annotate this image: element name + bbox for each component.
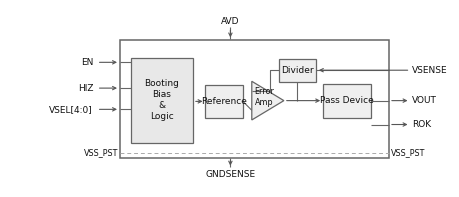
Text: Reference: Reference (201, 97, 246, 106)
Text: VSENSE: VSENSE (411, 66, 447, 75)
Bar (278, 59, 315, 82)
Bar (205, 85, 242, 118)
Text: Booting
Bias
&
Logic: Booting Bias & Logic (144, 79, 179, 121)
Text: Pass Device: Pass Device (319, 96, 373, 105)
Text: EN: EN (81, 58, 93, 67)
Text: VSS_PST: VSS_PST (84, 148, 118, 157)
Bar (120, 40, 388, 158)
Text: Error
Amp: Error Amp (253, 87, 273, 107)
Text: AVD: AVD (221, 17, 239, 26)
Text: VSS_PST: VSS_PST (390, 148, 424, 157)
Polygon shape (251, 81, 283, 120)
Text: VSEL[4:0]: VSEL[4:0] (49, 105, 93, 114)
Text: Divider: Divider (280, 66, 313, 75)
Bar (322, 84, 370, 118)
Text: GNDSENSE: GNDSENSE (205, 170, 255, 179)
Text: ROK: ROK (411, 120, 431, 129)
Text: HIZ: HIZ (78, 84, 93, 93)
Text: VOUT: VOUT (411, 96, 436, 105)
Bar (130, 58, 193, 143)
